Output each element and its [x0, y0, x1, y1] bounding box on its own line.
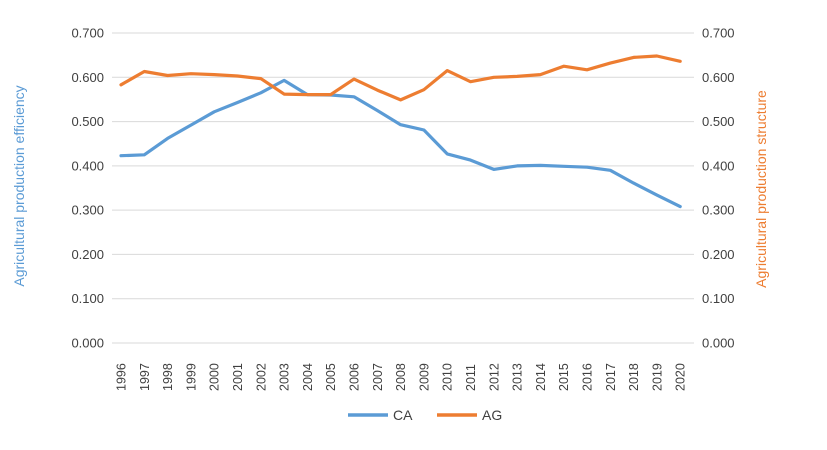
- year-label: 2009: [417, 363, 431, 391]
- series-line-ag: [119, 54, 682, 102]
- year-label: 2014: [534, 363, 548, 391]
- year-label: 2013: [511, 363, 525, 391]
- legend: CA AG: [348, 407, 502, 423]
- year-label: 1999: [184, 363, 198, 391]
- year-label: 2011: [464, 364, 478, 391]
- year-label: 2019: [650, 363, 664, 391]
- left-axis-title: Agricultural production efficiency: [11, 85, 27, 286]
- year-label: 2016: [581, 363, 595, 391]
- left-tick-label: 0.600: [71, 70, 104, 85]
- x-axis-year-labels: 1996 1997 1998 1999 2000 2001 2002 2003 2004 2005…: [115, 363, 688, 391]
- year-label: 2018: [627, 363, 641, 391]
- year-label: 2007: [371, 363, 385, 391]
- year-label: 1996: [115, 363, 129, 391]
- right-axis-title: Agricultural production structure: [753, 90, 769, 288]
- year-label: 1997: [138, 363, 152, 391]
- right-tick-label: 0.100: [702, 291, 735, 306]
- right-tick-label: 0.400: [702, 158, 735, 173]
- year-label: 2008: [394, 363, 408, 391]
- year-label: 2004: [301, 363, 315, 391]
- year-label: 2017: [604, 363, 618, 391]
- right-tick-label: 0.700: [702, 26, 735, 41]
- right-tick-label: 0.300: [702, 203, 735, 218]
- year-label: 2000: [208, 363, 222, 391]
- left-axis-tick-labels: 0.000 0.100 0.200 0.300 0.400 0.500 0.600 0.700: [71, 26, 104, 351]
- right-tick-label: 0.500: [702, 114, 735, 129]
- year-label: 2020: [674, 363, 688, 391]
- left-tick-label: 0.500: [71, 114, 104, 129]
- year-label: 2003: [278, 363, 292, 391]
- left-tick-label: 0.300: [71, 203, 104, 218]
- right-tick-label: 0.000: [702, 336, 735, 351]
- legend-label-ca: CA: [393, 407, 413, 423]
- year-label: 2010: [441, 363, 455, 391]
- year-label: 2006: [348, 363, 362, 391]
- left-tick-label: 0.000: [71, 336, 104, 351]
- year-label: 2002: [254, 363, 268, 391]
- right-tick-label: 0.600: [702, 70, 735, 85]
- gridlines: [112, 32, 694, 344]
- series-lines: [119, 54, 682, 209]
- year-label: 2012: [487, 363, 501, 391]
- legend-label-ag: AG: [482, 407, 502, 423]
- left-tick-label: 0.200: [71, 247, 104, 262]
- right-tick-label: 0.200: [702, 247, 735, 262]
- left-tick-label: 0.700: [71, 26, 104, 41]
- left-tick-label: 0.400: [71, 158, 104, 173]
- right-axis-tick-labels: 0.000 0.100 0.200 0.300 0.400 0.500 0.600 0.700: [702, 26, 735, 351]
- year-label: 2001: [231, 363, 245, 391]
- series-line-ca: [119, 78, 682, 209]
- year-label: 1998: [161, 363, 175, 391]
- year-label: 2015: [557, 363, 571, 391]
- year-label: 2005: [324, 363, 338, 391]
- left-tick-label: 0.100: [71, 291, 104, 306]
